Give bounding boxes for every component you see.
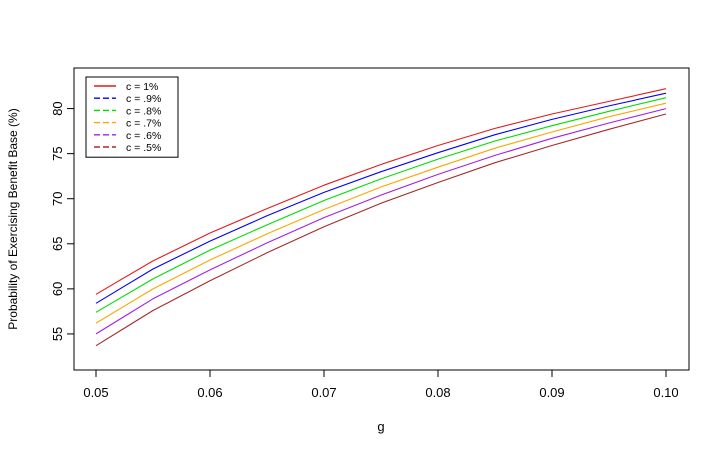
x-tick-label: 0.05 bbox=[83, 385, 108, 400]
legend-label: c = .5% bbox=[126, 142, 161, 154]
x-tick-label: 0.06 bbox=[197, 385, 222, 400]
x-axis-label: g bbox=[377, 419, 384, 434]
x-tick-label: 0.07 bbox=[311, 385, 336, 400]
legend-box bbox=[85, 76, 179, 158]
y-tick-label: 55 bbox=[50, 327, 65, 341]
legend-label: c = .9% bbox=[126, 93, 161, 105]
x-tick-label: 0.09 bbox=[539, 385, 564, 400]
y-tick-label: 65 bbox=[50, 237, 65, 251]
legend: c = 1%c = .9%c = .8%c = .7%c = .6%c = .5… bbox=[85, 76, 179, 158]
x-tick-label: 0.08 bbox=[425, 385, 450, 400]
y-tick-label: 75 bbox=[50, 146, 65, 160]
y-axis-label: Probability of Exercising Benefit Base (… bbox=[6, 108, 20, 329]
x-axis: 0.05 0.06 0.07 0.08 0.09 0.10 bbox=[83, 369, 679, 400]
legend-label: c = .6% bbox=[126, 130, 161, 142]
y-tick-label: 70 bbox=[50, 191, 65, 205]
x-tick-label: 0.10 bbox=[653, 385, 678, 400]
series-line-0 bbox=[95, 88, 667, 295]
legend-label: c = .7% bbox=[126, 118, 161, 130]
y-tick-label: 80 bbox=[50, 101, 65, 115]
series-line-2 bbox=[95, 97, 667, 313]
legend-label: c = .8% bbox=[126, 105, 161, 117]
y-tick-label: 60 bbox=[50, 282, 65, 296]
legend-label: c = 1% bbox=[126, 81, 158, 93]
series-line-5 bbox=[95, 113, 667, 347]
series-line-3 bbox=[95, 102, 667, 324]
series-line-1 bbox=[95, 92, 667, 304]
y-axis: 55 60 65 70 75 80 bbox=[50, 101, 75, 341]
series-line-4 bbox=[95, 108, 667, 335]
plot-lines bbox=[95, 88, 667, 347]
